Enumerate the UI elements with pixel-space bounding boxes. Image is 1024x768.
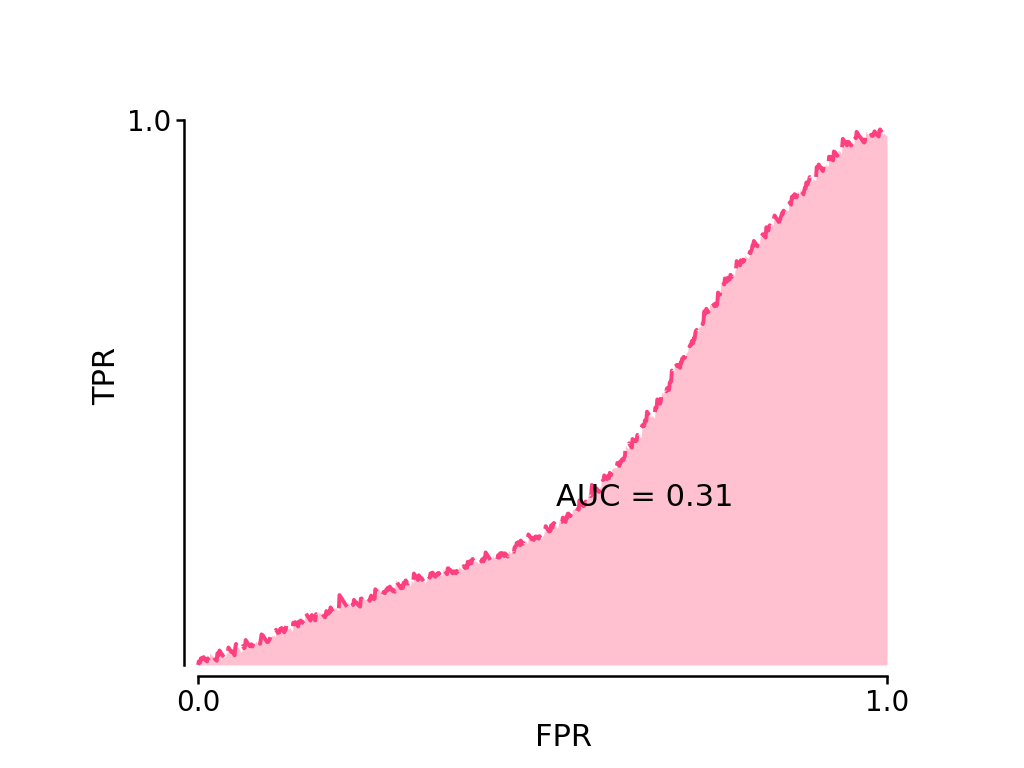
Y-axis label: TPR: TPR	[92, 347, 121, 406]
Text: AUC = 0.31: AUC = 0.31	[556, 484, 734, 512]
X-axis label: FPR: FPR	[535, 723, 592, 752]
